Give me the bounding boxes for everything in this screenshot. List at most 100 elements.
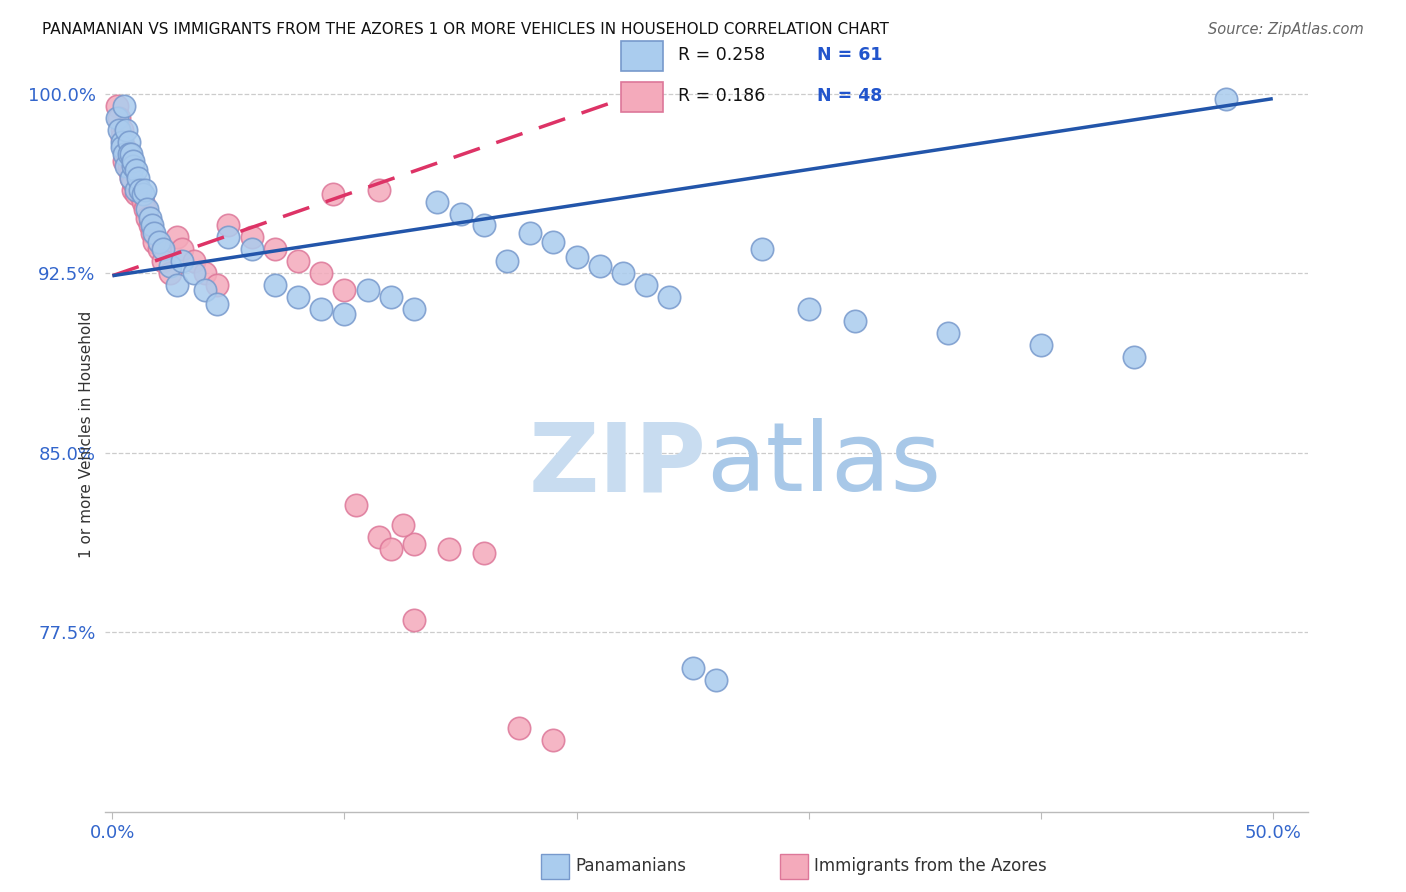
Point — [426, 194, 449, 209]
Point — [844, 314, 866, 328]
Point — [141, 226, 163, 240]
Point — [131, 187, 153, 202]
Point — [543, 235, 565, 250]
Point — [136, 211, 159, 226]
Point — [108, 122, 131, 136]
Text: N = 48: N = 48 — [817, 87, 883, 104]
Text: N = 61: N = 61 — [817, 46, 883, 64]
Point — [682, 661, 704, 675]
Point — [217, 219, 239, 233]
Point — [115, 159, 138, 173]
Text: Panamanians: Panamanians — [575, 857, 686, 875]
Point — [105, 99, 128, 113]
Point — [159, 259, 181, 273]
Point — [496, 254, 519, 268]
Point — [111, 130, 134, 145]
Point — [344, 499, 367, 513]
Point — [450, 206, 472, 220]
Text: R = 0.258: R = 0.258 — [678, 46, 765, 64]
Point — [118, 135, 141, 149]
Point — [636, 278, 658, 293]
FancyBboxPatch shape — [620, 82, 664, 112]
Point — [122, 159, 145, 173]
Point — [205, 297, 228, 311]
Text: ZIP: ZIP — [529, 418, 707, 511]
Point — [112, 99, 135, 113]
Point — [1215, 92, 1237, 106]
Point — [131, 194, 153, 209]
Point — [115, 122, 138, 136]
Point — [148, 243, 170, 257]
Point — [111, 139, 134, 153]
Point — [112, 153, 135, 168]
Point — [152, 254, 174, 268]
Point — [108, 111, 131, 125]
Point — [112, 146, 135, 161]
Point — [380, 290, 402, 304]
Point — [127, 183, 149, 197]
Point — [159, 266, 181, 280]
Point — [508, 721, 530, 735]
Point — [124, 187, 146, 202]
Point — [240, 230, 263, 244]
Point — [118, 163, 141, 178]
Point — [118, 146, 141, 161]
Point — [751, 243, 773, 257]
Point — [333, 283, 356, 297]
Point — [111, 122, 134, 136]
Point — [437, 541, 460, 556]
Point — [263, 243, 285, 257]
Point — [127, 170, 149, 185]
Point — [519, 226, 541, 240]
Point — [311, 302, 333, 317]
Point — [368, 530, 391, 544]
Point — [357, 283, 380, 297]
Text: Source: ZipAtlas.com: Source: ZipAtlas.com — [1208, 22, 1364, 37]
Point — [263, 278, 285, 293]
Text: R = 0.186: R = 0.186 — [678, 87, 765, 104]
Point — [138, 211, 160, 226]
Point — [129, 187, 152, 202]
Point — [322, 187, 344, 202]
Point — [122, 175, 145, 189]
Point — [936, 326, 959, 340]
Point — [612, 266, 634, 280]
Point — [120, 170, 142, 185]
Point — [170, 254, 193, 268]
Point — [658, 290, 681, 304]
Point — [166, 230, 188, 244]
Point — [124, 163, 146, 178]
Point — [136, 202, 159, 216]
Point — [141, 219, 163, 233]
Point — [194, 266, 217, 280]
Point — [115, 146, 138, 161]
Point — [134, 202, 156, 216]
Point — [138, 219, 160, 233]
Point — [183, 254, 205, 268]
Point — [194, 283, 217, 297]
Point — [105, 111, 128, 125]
Point — [1029, 338, 1052, 352]
Point — [134, 183, 156, 197]
Point — [404, 537, 426, 551]
Point — [797, 302, 820, 317]
Point — [240, 243, 263, 257]
Point — [129, 183, 152, 197]
Point — [120, 170, 142, 185]
Point — [217, 230, 239, 244]
Point — [118, 159, 141, 173]
Point — [166, 278, 188, 293]
Point — [122, 183, 145, 197]
FancyBboxPatch shape — [620, 41, 664, 70]
Point — [380, 541, 402, 556]
Text: Immigrants from the Azores: Immigrants from the Azores — [814, 857, 1047, 875]
Point — [287, 254, 309, 268]
Point — [565, 250, 588, 264]
Point — [311, 266, 333, 280]
Point — [112, 139, 135, 153]
Point — [543, 733, 565, 747]
Point — [1122, 350, 1144, 364]
Y-axis label: 1 or more Vehicles in Household: 1 or more Vehicles in Household — [79, 311, 94, 558]
Point — [589, 259, 612, 273]
Point — [183, 266, 205, 280]
